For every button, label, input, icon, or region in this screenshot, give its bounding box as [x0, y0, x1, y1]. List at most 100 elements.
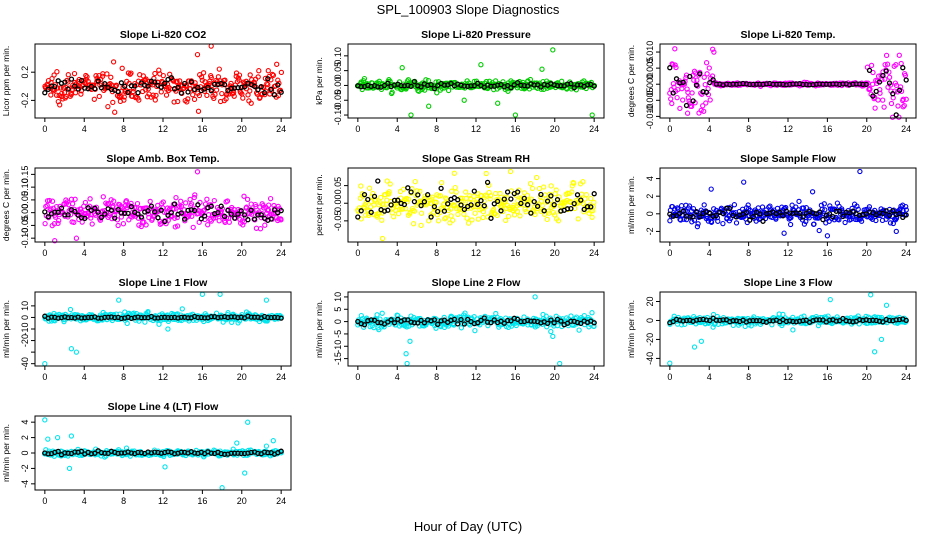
y-tick-label: 0.00 — [20, 204, 30, 222]
hourly-mean-point — [198, 216, 204, 222]
data-point — [248, 100, 254, 106]
data-point — [241, 219, 247, 225]
hourly-mean-point — [501, 196, 507, 202]
data-point — [377, 200, 383, 206]
hourly-mean-point — [733, 81, 740, 87]
data-point — [888, 100, 895, 107]
data-point — [583, 192, 589, 198]
data-point — [429, 194, 435, 200]
hourly-mean-point — [55, 78, 61, 84]
hourly-mean-point — [581, 206, 587, 213]
hourly-mean-point — [145, 83, 151, 89]
data-point — [695, 221, 701, 227]
data-point — [185, 96, 191, 102]
data-point — [552, 212, 558, 218]
hourly-mean-point — [95, 315, 101, 321]
hourly-mean-point — [534, 203, 541, 209]
x-tick-label: 16 — [510, 372, 520, 382]
data-point — [369, 193, 375, 200]
data-point — [389, 89, 395, 95]
outlier-point — [461, 97, 467, 103]
hourly-mean-point — [548, 193, 554, 199]
data-point — [701, 74, 707, 80]
hourly-mean-point — [568, 318, 574, 324]
hourly-mean-point — [458, 202, 464, 208]
hourly-mean-point — [790, 81, 796, 87]
y-tick-label: -10 — [333, 340, 343, 353]
hourly-mean-point — [544, 320, 551, 327]
outlier-point — [781, 230, 787, 236]
hourly-mean-point — [687, 73, 693, 80]
data-point — [703, 100, 709, 106]
hourly-mean-point — [670, 90, 676, 96]
hourly-mean-point — [816, 81, 823, 87]
data-point — [119, 65, 125, 71]
hourly-mean-point — [893, 317, 899, 323]
x-tick-label: 0 — [42, 248, 47, 258]
data-point — [822, 207, 828, 213]
hourly-mean-point — [388, 202, 394, 208]
outlier-point — [871, 349, 878, 355]
hourly-mean-point — [102, 450, 108, 456]
hourly-mean-point — [241, 84, 248, 90]
outlier-point — [404, 360, 410, 367]
data-point — [866, 206, 872, 212]
data-point — [219, 90, 225, 97]
data-point — [152, 97, 158, 103]
x-tick-label: 16 — [197, 124, 207, 134]
data-point — [884, 61, 891, 67]
hourly-mean-point — [162, 80, 168, 86]
data-point — [410, 221, 417, 227]
hourly-mean-point — [208, 203, 214, 209]
hourly-mean-point — [461, 206, 468, 213]
data-point — [111, 212, 118, 218]
hourly-mean-point — [158, 207, 164, 213]
data-point — [553, 187, 559, 193]
data-point — [688, 103, 695, 110]
data-point — [168, 212, 174, 219]
hourly-mean-point — [268, 86, 274, 92]
hourly-mean-point — [181, 80, 188, 87]
data-point — [898, 60, 904, 67]
y-tick-label: 20 — [645, 296, 655, 306]
hourly-mean-point — [697, 71, 703, 77]
x-tick-label: 24 — [901, 372, 911, 382]
data-point — [59, 90, 65, 97]
hourly-mean-point — [707, 79, 713, 86]
data-point — [698, 107, 704, 114]
data-point — [394, 203, 400, 209]
hourly-mean-point — [591, 191, 597, 197]
hourly-mean-point — [142, 314, 148, 321]
y-axis-label: Licor ppm per min. — [1, 46, 11, 116]
x-tick-label: 4 — [395, 124, 400, 134]
x-tick-label: 24 — [276, 248, 286, 258]
data-point — [704, 71, 710, 77]
hourly-mean-point — [455, 321, 461, 327]
data-point — [569, 183, 575, 189]
hourly-mean-point — [118, 80, 125, 86]
data-point — [418, 222, 424, 229]
data-point — [244, 196, 251, 203]
x-tick-label: 20 — [237, 372, 247, 382]
hourly-mean-point — [115, 88, 121, 95]
hourly-mean-point — [201, 315, 208, 321]
hourly-mean-point — [241, 212, 248, 218]
hourly-mean-point — [225, 207, 231, 214]
hourly-mean-point — [72, 83, 78, 89]
hourly-mean-point — [826, 317, 833, 323]
data-point — [475, 216, 481, 222]
data-point — [376, 78, 382, 84]
x-tick-label: 0 — [42, 496, 47, 506]
data-point — [191, 96, 198, 103]
x-tick-label: 20 — [550, 372, 560, 382]
hourly-mean-point — [870, 93, 876, 99]
hourly-mean-point — [873, 88, 879, 95]
hourly-mean-point — [358, 208, 364, 214]
data-point — [171, 99, 177, 105]
hourly-mean-point — [488, 83, 494, 89]
hourly-mean-point — [508, 196, 514, 202]
hourly-mean-point — [82, 315, 88, 321]
data-point — [160, 72, 166, 79]
data-point — [894, 214, 900, 220]
data-point — [108, 74, 114, 80]
